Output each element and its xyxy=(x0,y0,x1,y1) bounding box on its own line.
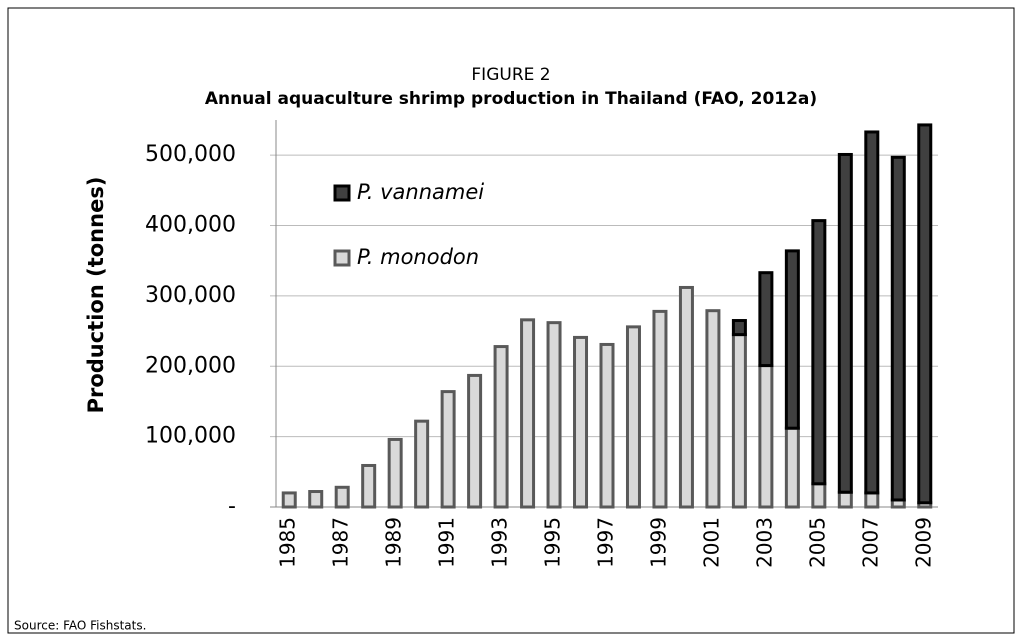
chart-subtitle: Annual aquaculture shrimp production in … xyxy=(205,89,817,109)
bar-segment xyxy=(917,123,933,505)
bar-segment xyxy=(705,309,721,509)
bar-segment xyxy=(811,219,827,486)
bar-segment xyxy=(493,345,509,509)
bar-segment xyxy=(573,335,589,509)
y-axis-label: Production (tonnes) xyxy=(84,177,108,414)
legend-label: P. vannamei xyxy=(357,180,484,204)
bar-segment xyxy=(837,490,853,509)
legend-swatch xyxy=(333,249,351,267)
x-tick-label: 2009 xyxy=(911,517,935,568)
legend-label: P. monodon xyxy=(357,245,479,269)
x-tick-label: 2003 xyxy=(752,517,776,568)
bar-segment xyxy=(520,318,536,509)
bar-segment xyxy=(758,364,774,509)
y-tick-label: 500,000 xyxy=(145,142,236,167)
bar-segment xyxy=(731,319,747,337)
source-note: Source: FAO Fishstats. xyxy=(14,619,146,633)
x-tick-label: 2007 xyxy=(858,517,882,568)
bar-segment xyxy=(440,390,456,509)
bar-segment xyxy=(281,491,297,509)
x-tick-label: 2001 xyxy=(699,517,723,568)
x-tick-label: 1991 xyxy=(435,517,459,568)
bar-segment xyxy=(625,325,641,509)
x-tick-label: 1999 xyxy=(646,517,670,568)
bar-segment xyxy=(599,342,615,509)
x-tick-label: 1985 xyxy=(276,517,300,568)
bar-segment xyxy=(864,491,880,509)
bar-segment xyxy=(334,485,350,509)
bar-segment xyxy=(678,285,694,509)
bar-segment xyxy=(784,249,800,430)
bar-segment xyxy=(837,152,853,494)
y-tick-label: 200,000 xyxy=(145,353,236,378)
x-tick-label: 1995 xyxy=(541,517,565,568)
bar-segment xyxy=(784,426,800,509)
bar-segment xyxy=(308,490,324,509)
bar-segment xyxy=(890,155,906,502)
x-tick-label: 1987 xyxy=(329,517,353,568)
bar-segment xyxy=(652,309,668,509)
bar-segment xyxy=(758,271,774,368)
x-tick-label: 2005 xyxy=(805,517,829,568)
bar-segment xyxy=(546,321,562,509)
bar-segment xyxy=(361,463,377,509)
bar-segment xyxy=(811,482,827,509)
y-tick-label: 100,000 xyxy=(145,424,236,449)
legend-swatch xyxy=(333,184,351,202)
bar-segment xyxy=(467,373,483,509)
x-tick-label: 1989 xyxy=(382,517,406,568)
y-tick-label: 300,000 xyxy=(145,283,236,308)
bar-segment xyxy=(387,437,403,509)
y-tick-label: 400,000 xyxy=(145,213,236,238)
y-tick-label: - xyxy=(228,494,236,519)
x-tick-label: 1993 xyxy=(488,517,512,568)
chart-title: FIGURE 2 xyxy=(471,65,550,85)
bar-segment xyxy=(414,419,430,509)
bar-segment xyxy=(864,130,880,495)
bar-segment xyxy=(731,333,747,509)
x-tick-label: 1997 xyxy=(594,517,618,568)
